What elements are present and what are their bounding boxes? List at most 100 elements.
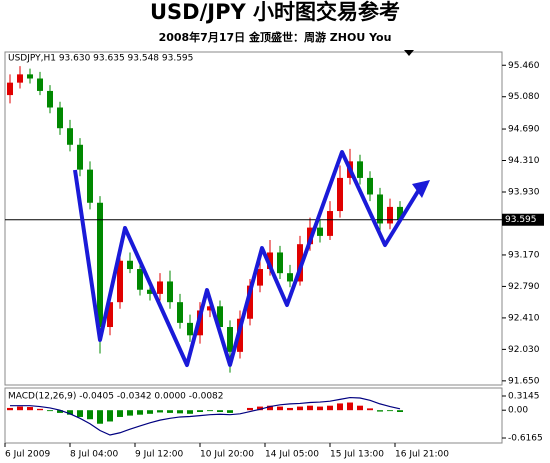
macd-bar bbox=[147, 410, 153, 414]
macd-bar bbox=[7, 407, 13, 411]
macd-y-tick-label: 0.00 bbox=[508, 406, 528, 416]
candle-body bbox=[67, 128, 73, 145]
y-tick-label: 94.310 bbox=[508, 156, 540, 166]
macd-bar bbox=[327, 405, 333, 411]
current-price-label: 93.595 bbox=[505, 215, 537, 225]
x-tick-label: 6 Jul 2009 bbox=[5, 450, 50, 460]
candle-body bbox=[17, 74, 23, 83]
x-tick-label: 9 Jul 12:00 bbox=[135, 450, 184, 460]
y-tick-label: 93.930 bbox=[508, 187, 540, 197]
candle-body bbox=[187, 322, 193, 336]
macd-bar bbox=[207, 410, 213, 412]
candle-body bbox=[227, 327, 233, 352]
candle-body bbox=[397, 206, 403, 220]
candle-body bbox=[297, 244, 303, 282]
macd-label: MACD(12,26,9) -0.0405 -0.0342 0.0000 -0.… bbox=[8, 392, 224, 402]
candle-body bbox=[87, 169, 93, 203]
candle-body bbox=[97, 202, 103, 328]
candle-body bbox=[167, 281, 173, 303]
x-tick-label: 16 Jul 21:00 bbox=[395, 450, 449, 460]
macd-bar bbox=[137, 410, 143, 415]
candle-body bbox=[207, 306, 213, 311]
candle-body bbox=[367, 177, 373, 195]
shift-marker bbox=[404, 50, 414, 56]
macd-bar bbox=[297, 406, 303, 411]
macd-bar bbox=[117, 410, 123, 417]
macd-bar bbox=[97, 410, 103, 424]
macd-bar bbox=[217, 410, 223, 413]
macd-bar bbox=[387, 410, 393, 412]
candle-body bbox=[257, 269, 263, 286]
macd-bar bbox=[347, 402, 353, 411]
macd-bar bbox=[267, 405, 273, 411]
candle-body bbox=[267, 252, 273, 270]
candle-body bbox=[137, 269, 143, 290]
y-tick-label: 91.650 bbox=[508, 376, 540, 386]
candle-body bbox=[277, 252, 283, 274]
macd-bar bbox=[77, 410, 83, 417]
candle-body bbox=[157, 281, 163, 294]
candle-body bbox=[337, 177, 343, 212]
macd-bar bbox=[257, 406, 263, 411]
macd-bar bbox=[337, 403, 343, 411]
candle-body bbox=[357, 161, 363, 178]
candle-body bbox=[177, 302, 183, 323]
y-tick-label: 95.460 bbox=[508, 61, 540, 71]
x-tick-label: 14 Jul 05:00 bbox=[265, 450, 319, 460]
y-tick-label: 92.790 bbox=[508, 282, 540, 292]
candle-body bbox=[47, 90, 53, 108]
candle-body bbox=[127, 260, 133, 270]
plot: 95.460 95.080 94.690 94.310 93.930 93.170 92.7… bbox=[4, 61, 544, 460]
macd-bar bbox=[197, 410, 203, 413]
candle-body bbox=[217, 306, 223, 328]
candle-body bbox=[77, 144, 83, 170]
macd-signal bbox=[10, 396, 401, 436]
title: USD/JPY 小时图交易参考 bbox=[150, 0, 400, 24]
candle-body bbox=[7, 82, 13, 96]
macd-bar bbox=[277, 406, 283, 411]
candle-body bbox=[317, 227, 323, 236]
macd-bar bbox=[157, 410, 163, 413]
arrow-head bbox=[412, 180, 430, 198]
x-tick-label: 8 Jul 04:00 bbox=[70, 450, 119, 460]
macd-bar bbox=[107, 410, 113, 422]
x-tick-label: 15 Jul 13:00 bbox=[330, 450, 384, 460]
macd-bar bbox=[367, 408, 373, 411]
subtitle: 2008年7月17日 金顶盛世：周游 ZHOU You bbox=[159, 30, 392, 44]
candle-body bbox=[247, 285, 253, 319]
price-pane bbox=[4, 51, 503, 386]
candle-body bbox=[387, 206, 393, 224]
macd-bar bbox=[167, 410, 173, 413]
macd-bar bbox=[57, 410, 63, 413]
y-tick-label: 92.410 bbox=[508, 313, 540, 323]
macd-bar bbox=[227, 410, 233, 413]
y-tick-label: 95.080 bbox=[508, 92, 540, 102]
macd-bar bbox=[47, 410, 53, 412]
macd-bar bbox=[287, 407, 293, 411]
candle-body bbox=[57, 107, 63, 129]
candle-body bbox=[117, 260, 123, 303]
zigzag-annotation bbox=[73, 150, 422, 367]
macd-bar bbox=[187, 410, 193, 414]
candle-body bbox=[377, 194, 383, 224]
candle-body bbox=[287, 273, 293, 282]
macd-y-tick-label: -0.6165 bbox=[508, 434, 543, 444]
macd-y-tick-label: 0.3145 bbox=[508, 392, 540, 402]
macd-bar bbox=[177, 410, 183, 414]
y-tick-label: 93.170 bbox=[508, 250, 540, 260]
macd-bar bbox=[37, 408, 43, 411]
macd-bar bbox=[67, 410, 73, 415]
macd-bar bbox=[317, 406, 323, 411]
candle-body bbox=[327, 211, 333, 236]
candle-body bbox=[107, 302, 113, 328]
macd-bar bbox=[397, 410, 403, 413]
macd-bar bbox=[87, 410, 93, 420]
y-tick-label: 94.690 bbox=[508, 125, 540, 135]
current-price-box bbox=[502, 213, 544, 226]
macd-bar bbox=[377, 410, 383, 412]
macd-bar bbox=[307, 405, 313, 411]
macd-bar bbox=[357, 405, 363, 411]
x-tick-label: 10 Jul 20:00 bbox=[200, 450, 254, 460]
